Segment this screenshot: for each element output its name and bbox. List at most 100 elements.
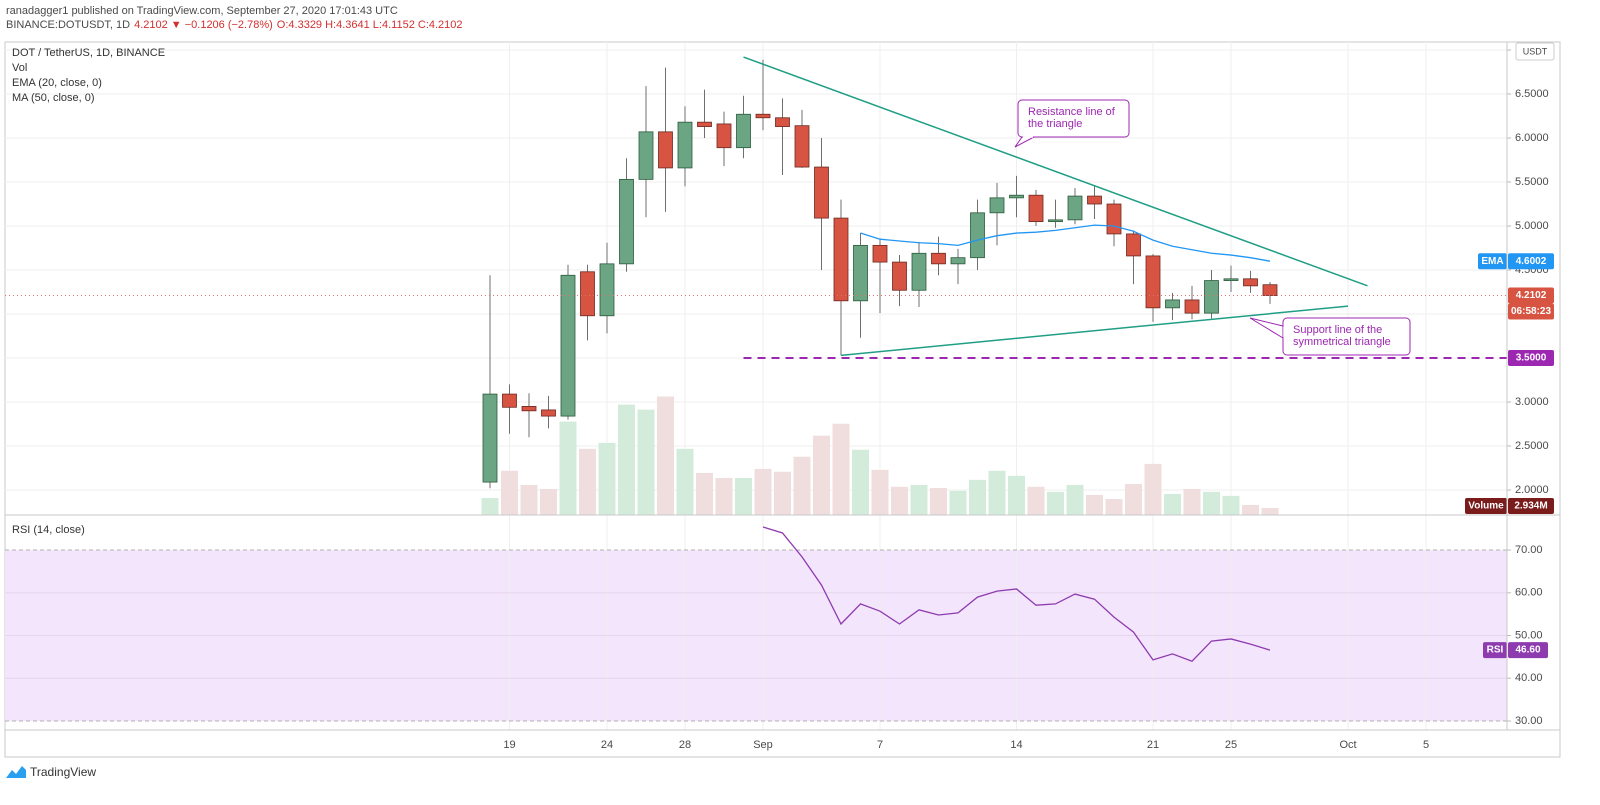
- candle-body: [950, 257, 966, 265]
- legend-entry: MA (50, close, 0): [12, 92, 95, 104]
- y-tick-label: 5.5000: [1515, 176, 1549, 188]
- callout-pointer: [1014, 136, 1035, 148]
- candle-body: [1126, 233, 1141, 257]
- volume-bar: [637, 409, 655, 515]
- y-tick-label: 6.5000: [1515, 88, 1549, 100]
- callout-text: Support line of the: [1293, 324, 1382, 336]
- volume-bar: [891, 486, 908, 515]
- volume-bar: [1164, 493, 1181, 515]
- badge-text: EMA: [1481, 256, 1503, 267]
- y-tick-label: 40.00: [1515, 672, 1543, 684]
- callout-text: Resistance line of: [1028, 106, 1116, 118]
- candle-body: [1262, 284, 1278, 296]
- legend-entry: RSI (14, close): [12, 524, 85, 536]
- y-tick-label: 30.00: [1515, 715, 1543, 727]
- candle-body: [619, 178, 634, 265]
- candle-body: [989, 197, 1005, 214]
- candle-body: [736, 113, 751, 149]
- volume-bar: [1125, 483, 1142, 515]
- y-tick-label: 2.0000: [1515, 484, 1549, 496]
- x-tick-label: 7: [877, 739, 883, 751]
- volume-bar: [520, 484, 538, 515]
- badge-box: [1508, 303, 1554, 320]
- candle-body: [697, 121, 712, 127]
- candle-body: [814, 166, 829, 219]
- change: 4.2102 ▼ −0.1206 (−2.78%): [134, 19, 273, 31]
- badge-box: [1508, 253, 1554, 270]
- badge-text: 3.5000: [1516, 353, 1547, 364]
- candle-body: [1087, 195, 1102, 205]
- volume-bar: [793, 456, 811, 515]
- volume-bar: [735, 477, 752, 515]
- badge-text: RSI: [1487, 645, 1504, 656]
- candle-body: [892, 261, 907, 291]
- volume-bar: [676, 448, 694, 515]
- candle-body: [833, 217, 849, 302]
- ema-line: [860, 224, 1271, 262]
- legend-entry: Vol: [12, 62, 27, 74]
- volume-bar: [1086, 494, 1103, 515]
- candle-body: [502, 393, 517, 408]
- badge-box: [1508, 642, 1548, 659]
- badge-box: [1483, 642, 1507, 659]
- candle-body: [794, 125, 810, 168]
- x-tick-label: Sep: [753, 739, 773, 751]
- candle-body: [658, 131, 673, 169]
- volume-bar: [618, 404, 635, 515]
- candle-body: [1145, 255, 1161, 309]
- candle-body: [638, 131, 654, 180]
- candle-body: [541, 409, 556, 417]
- symbol: BINANCE:DOTUSDT, 1D: [6, 19, 130, 31]
- volume-bar: [1066, 484, 1084, 515]
- volume-bar: [832, 423, 850, 515]
- candle-body: [1106, 203, 1122, 235]
- volume-bar: [754, 468, 772, 515]
- quote-line: BINANCE:DOTUSDT, 1D 4.2102 ▼ −0.1206 (−2.…: [6, 19, 463, 31]
- y-tick-label: 6.0000: [1515, 132, 1549, 144]
- candle-body: [755, 113, 771, 119]
- candle-body: [1223, 278, 1239, 281]
- volume-bar: [969, 479, 986, 515]
- candle-body: [911, 252, 927, 291]
- volume-bar: [1105, 498, 1123, 515]
- candle-body: [560, 274, 576, 417]
- trend-line: [743, 56, 1368, 287]
- x-tick-label: 14: [1010, 739, 1022, 751]
- candle-body: [482, 393, 498, 483]
- legend-entry: DOT / TetherUS, 1D, BINANCE: [12, 47, 165, 59]
- x-tick-label: 28: [679, 739, 691, 751]
- volume-bar: [774, 471, 791, 515]
- badge-text: Volume: [1468, 501, 1504, 512]
- volume-bar: [696, 472, 713, 515]
- badge-text: 46.60: [1515, 645, 1540, 656]
- candle-body: [931, 252, 946, 265]
- callout-box: [1282, 317, 1411, 356]
- ohlc: O:4.3329 H:4.3641 L:4.1152 C:4.2102: [277, 19, 463, 31]
- volume-bar: [1203, 491, 1220, 515]
- y-tick-label: 70.00: [1515, 544, 1543, 556]
- candle-body: [1048, 219, 1063, 223]
- callout-box: [1017, 99, 1130, 138]
- volume-bar: [1242, 504, 1259, 515]
- volume-bar: [715, 477, 733, 515]
- candle-body: [1243, 278, 1258, 287]
- candle-body: [775, 117, 790, 127]
- candle-body: [716, 123, 732, 149]
- candle-body: [599, 263, 615, 317]
- volume-bar: [579, 448, 596, 515]
- callout-pointer: [1249, 317, 1284, 339]
- volume-bar: [1261, 507, 1279, 515]
- x-tick-label: 5: [1423, 739, 1429, 751]
- volume-bar: [930, 488, 947, 515]
- volume-bar: [657, 396, 674, 515]
- volume-bar: [871, 469, 889, 515]
- badge-text: 06:58:23: [1511, 306, 1551, 317]
- volume-bar: [559, 421, 577, 515]
- x-tick-label: 24: [601, 739, 613, 751]
- candle-body: [580, 271, 595, 317]
- badge-text: 4.2102: [1516, 290, 1547, 301]
- badge-text: 2.934M: [1514, 501, 1547, 512]
- volume-bar: [1027, 486, 1045, 515]
- volume-bar: [949, 490, 967, 515]
- candle-body: [872, 244, 888, 263]
